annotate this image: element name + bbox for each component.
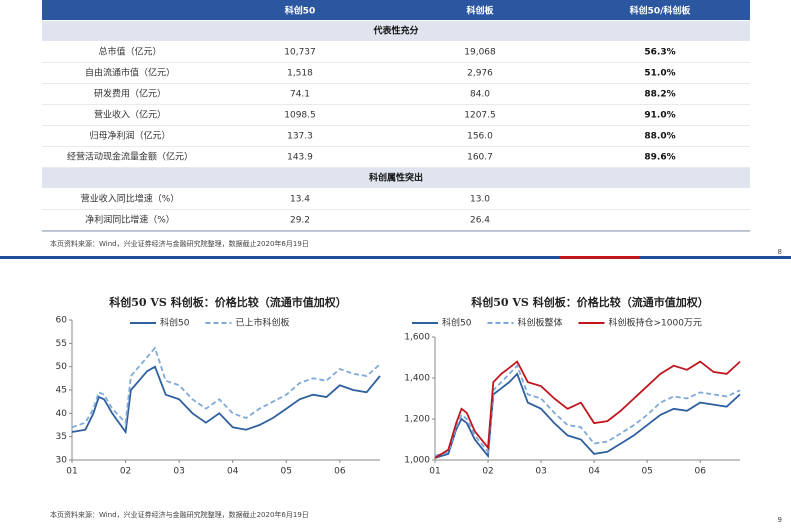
y-tick-label: 40 (56, 409, 68, 419)
column-header: 科创50 (285, 5, 316, 17)
table-cell: 143.9 (287, 153, 313, 163)
x-tick-label: 06 (694, 467, 706, 477)
series-line (71, 346, 381, 429)
table-cell: 总市值（亿元） (98, 46, 161, 58)
table-cell: 1,518 (287, 69, 313, 79)
table-cell: 自由流通市值（亿元） (85, 67, 175, 79)
y-tick-label: 35 (56, 432, 67, 442)
table-cell: 88.2% (644, 90, 675, 100)
table-header (42, 0, 750, 20)
y-tick-label: 50 (56, 362, 68, 372)
section-title: 代表性充分 (372, 25, 418, 37)
legend-label: 科创50 (160, 317, 190, 329)
x-tick-label: 06 (334, 467, 346, 477)
table-cell: 156.0 (467, 132, 493, 142)
source-note: 本页资料来源：Wind，兴业证券经济与金融研究院整理，数据截止2020年6月19… (50, 239, 309, 248)
table-cell: 营业收入同比增速（%） (81, 193, 180, 205)
chart-title: 科创50 VS 科创板：价格比较（流通市值加权） (471, 295, 708, 309)
x-tick-label: 01 (429, 467, 440, 477)
y-tick-label: 1,200 (404, 415, 430, 425)
series-line (434, 372, 741, 459)
page-number: 9 (778, 516, 782, 524)
x-tick-label: 05 (641, 467, 652, 477)
y-tick-label: 1,400 (404, 374, 430, 384)
series-line (434, 364, 741, 457)
section-row (42, 168, 750, 188)
table-cell: 137.3 (287, 132, 313, 142)
y-tick-label: 55 (56, 339, 67, 349)
chart-title: 科创50 VS 科创板：价格比较（流通市值加权） (109, 295, 346, 309)
y-tick-label: 30 (56, 456, 68, 466)
x-tick-label: 04 (227, 467, 239, 477)
table-cell: 91.0% (644, 111, 675, 121)
table-cell: 84.0 (470, 90, 490, 100)
legend-label: 已上市科创板 (235, 317, 289, 329)
x-tick-label: 02 (482, 467, 493, 477)
legend-label: 科创50 (442, 317, 472, 329)
column-header: 科创板 (466, 5, 494, 17)
section-title: 科创属性突出 (369, 172, 423, 184)
table-cell: 1207.5 (464, 111, 496, 121)
divider-accent (560, 256, 640, 259)
source-note: 本页资料来源：Wind，兴业证券经济与金融研究院整理，数据截止2020年6月19… (50, 510, 309, 519)
table-cell: 89.6% (644, 153, 675, 163)
table-cell: 29.2 (290, 216, 310, 226)
table-cell: 13.4 (290, 195, 310, 205)
series-line (71, 365, 381, 435)
table-cell: 2,976 (467, 69, 493, 79)
table-cell: 营业收入（亿元） (94, 109, 166, 121)
y-tick-label: 60 (56, 316, 68, 326)
table-cell: 10,737 (284, 48, 316, 58)
legend-label: 科创板整体 (517, 317, 562, 329)
divider (0, 256, 791, 259)
y-tick-label: 1,000 (404, 456, 430, 466)
table-cell: 13.0 (470, 195, 490, 205)
table-cell: 经营活动现金流量金额（亿元） (67, 151, 193, 163)
x-tick-label: 03 (173, 467, 184, 477)
table-cell: 74.1 (290, 90, 310, 100)
table-cell: 19,068 (464, 48, 496, 58)
table-cell: 26.4 (470, 216, 490, 226)
y-tick-label: 45 (56, 386, 67, 396)
page-number: 8 (778, 248, 782, 256)
section-row (42, 21, 750, 41)
x-tick-label: 05 (281, 467, 292, 477)
table-cell: 160.7 (467, 153, 493, 163)
table-cell: 56.3% (644, 48, 675, 58)
y-tick-label: 1,600 (404, 333, 430, 343)
series-line (434, 360, 741, 459)
table-cell: 51.0% (644, 69, 675, 79)
x-tick-label: 03 (535, 467, 546, 477)
x-tick-label: 01 (66, 467, 77, 477)
legend-label: 科创板持仓>1000万元 (608, 317, 701, 329)
table-cell: 净利润同比增速（%） (85, 214, 175, 226)
x-tick-label: 04 (588, 467, 600, 477)
table-cell: 归母净利润（亿元） (89, 130, 170, 142)
table-cell: 88.0% (644, 132, 675, 142)
table-cell: 研发费用（亿元） (94, 88, 166, 100)
x-tick-label: 02 (120, 467, 131, 477)
column-header: 科创50/科创板 (630, 5, 692, 17)
table-cell: 1098.5 (284, 111, 316, 121)
